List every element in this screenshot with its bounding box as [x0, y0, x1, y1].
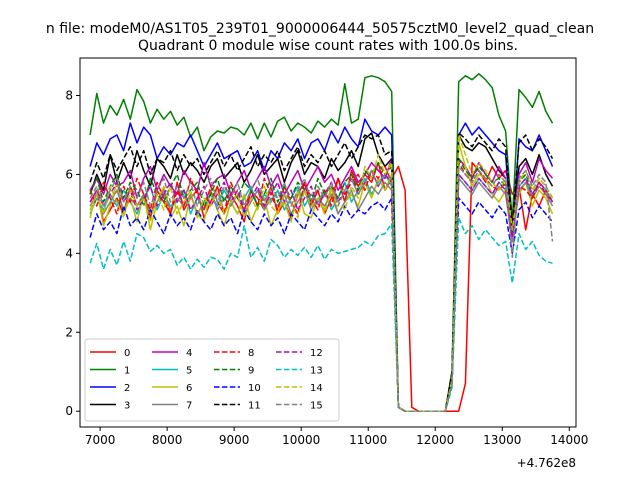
- x-tick-label: 9000: [219, 433, 250, 447]
- legend-label-14: 14: [310, 383, 323, 394]
- legend-label-15: 15: [310, 401, 323, 412]
- legend-label-5: 5: [186, 366, 192, 377]
- y-axis: 0 2 4 6 8: [65, 88, 80, 418]
- series-line-3: [89, 132, 554, 412]
- x-tick-label: 8000: [152, 433, 183, 447]
- chart-suptitle: n file: modeM0/AS1T05_239T01_9000006444_…: [46, 21, 594, 37]
- series-line-13: [89, 217, 553, 412]
- y-tick-label: 0: [65, 404, 73, 418]
- x-tick-label: 12000: [416, 433, 454, 447]
- series-line-10: [89, 197, 554, 412]
- x-axis: 7000 8000 9000 10000 11000 12000 13000 14000: [85, 427, 588, 447]
- series-line-15: [89, 165, 554, 412]
- legend-label-11: 11: [248, 401, 261, 412]
- legend-label-9: 9: [248, 366, 254, 377]
- legend-label-7: 7: [186, 401, 192, 412]
- series-line-7: [89, 177, 554, 412]
- series-line-4: [89, 157, 554, 412]
- series-line-9: [89, 157, 554, 412]
- legend-label-6: 6: [186, 383, 192, 394]
- legend-label-8: 8: [248, 348, 254, 359]
- legend-label-12: 12: [310, 348, 323, 359]
- chart-title: Quadrant 0 module wise count rates with …: [138, 38, 518, 54]
- legend-box: [84, 338, 340, 422]
- y-tick-label: 6: [65, 167, 73, 181]
- legend-label-3: 3: [124, 401, 130, 412]
- y-tick-label: 8: [65, 88, 73, 102]
- series-line-12: [89, 169, 554, 412]
- series-line-1: [89, 73, 554, 412]
- legend-label-0: 0: [124, 348, 130, 359]
- axes-frame: [79, 57, 577, 428]
- x-tick-label: 7000: [85, 433, 116, 447]
- legend-label-4: 4: [186, 348, 192, 359]
- legend-label-2: 2: [124, 383, 130, 394]
- legend-label-13: 13: [310, 366, 323, 377]
- legend-label-1: 1: [124, 366, 130, 377]
- series-line-11: [89, 132, 554, 412]
- x-tick-label: 10000: [282, 433, 320, 447]
- y-tick-label: 4: [65, 246, 73, 260]
- series-line-2: [89, 118, 554, 412]
- x-tick-label: 14000: [550, 433, 588, 447]
- legend-label-10: 10: [248, 383, 261, 394]
- x-tick-label: 13000: [483, 433, 521, 447]
- x-tick-label: 11000: [349, 433, 387, 447]
- x-offset-label: +4.762e8: [517, 456, 576, 470]
- series-line-14: [89, 134, 554, 412]
- y-tick-label: 2: [65, 325, 73, 339]
- plot-lines: [89, 73, 554, 412]
